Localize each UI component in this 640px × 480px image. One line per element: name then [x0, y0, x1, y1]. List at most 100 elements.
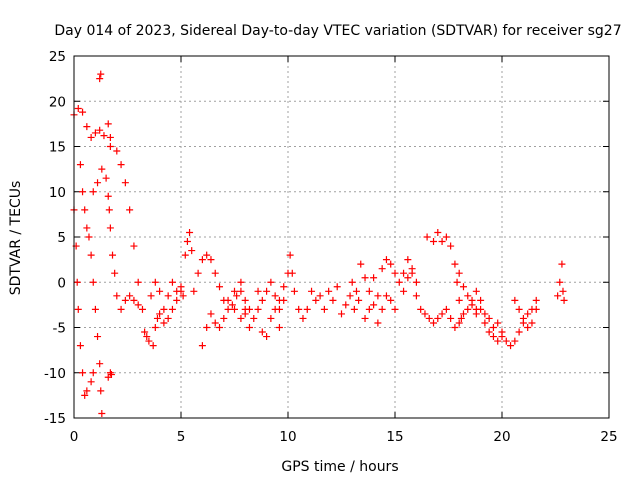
data-point-sat-i	[164, 292, 172, 300]
data-point-sat-e	[121, 296, 129, 304]
data-point-sat-m	[254, 305, 262, 313]
data-point-sat-o	[288, 269, 296, 277]
x-tick-label: 10	[279, 429, 296, 445]
data-point-sat-u	[455, 269, 463, 277]
data-point-sat-a	[106, 133, 114, 141]
data-point-sat-w	[524, 324, 532, 331]
data-point-sat-t	[423, 233, 431, 241]
data-point-sat-a	[83, 123, 91, 131]
data-point-sat-v	[489, 324, 497, 331]
y-axis-label: SDTVAR / TECUs	[8, 181, 24, 296]
data-point-sat-n	[275, 305, 283, 313]
data-point-sat-f	[126, 206, 134, 214]
data-point-sat-m	[237, 278, 245, 286]
data-point-sat-r	[391, 305, 399, 313]
data-point-sat-f	[141, 328, 149, 336]
data-point-sat-u	[464, 292, 472, 300]
data-point-sat-c	[85, 233, 93, 241]
data-point-sat-v	[511, 337, 519, 345]
data-point-sat-p	[329, 296, 337, 304]
data-point-sat-v	[472, 287, 480, 295]
data-point-sat-i	[156, 287, 164, 295]
data-point-sat-v	[477, 296, 485, 304]
data-point-sat-p	[333, 283, 341, 291]
data-point-sat-p	[342, 301, 350, 309]
data-point-sat-t	[442, 233, 450, 241]
y-tick-label: -5	[53, 321, 66, 337]
data-point-sat-n	[254, 287, 262, 295]
data-point-sat-p	[355, 296, 363, 304]
data-point-sat-l	[220, 314, 228, 322]
data-point-sat-j	[186, 228, 194, 236]
data-point-sat-k	[203, 251, 211, 259]
x-tick-label: 15	[386, 429, 403, 445]
data-point-sat-k	[233, 292, 241, 300]
data-point-sat-s	[447, 314, 455, 322]
data-point-sat-s	[425, 314, 433, 322]
data-point-sat-l	[203, 324, 211, 331]
data-point-sat-q	[361, 274, 369, 282]
data-point-sat-f	[121, 179, 129, 187]
ticks: 0 5 10 15 20 25 -15 -10 -5 0 5 10 15 20 25	[44, 49, 618, 445]
data-point-sat-s	[459, 310, 467, 318]
data-point-sat-f	[130, 242, 138, 250]
data-point-sat-v	[498, 333, 506, 341]
data-point-sat-m	[267, 314, 275, 322]
data-point-sat-u	[489, 333, 497, 341]
data-point-sat-n	[267, 278, 275, 286]
data-point-sat-q	[370, 274, 378, 282]
data-point-sat-f	[113, 147, 121, 155]
data-point-sat-x	[560, 296, 568, 304]
y-tick-label: 15	[49, 140, 66, 156]
data-point-sat-c	[79, 188, 87, 196]
data-point-sat-b	[79, 369, 87, 377]
data-point-sat-p	[316, 292, 324, 300]
data-point-sat-e	[117, 305, 125, 313]
data-point-sat-v	[507, 342, 515, 350]
data-point-sat-o	[312, 296, 320, 304]
data-point-sat-t	[451, 260, 459, 268]
data-point-sat-e	[105, 206, 113, 214]
data-point-sat-l	[211, 319, 219, 327]
data-point-sat-k	[194, 269, 202, 277]
data-point-sat-m	[245, 324, 253, 331]
data-point-sat-u	[472, 310, 480, 318]
data-point-sat-p	[350, 305, 358, 313]
data-point-sat-q	[391, 269, 399, 277]
data-point-sat-o	[286, 251, 294, 259]
x-tick-label: 0	[70, 429, 79, 445]
data-point-sat-w	[532, 305, 540, 313]
data-point-sat-k	[237, 287, 245, 295]
data-point-sat-r	[374, 319, 382, 327]
data-point-sat-k	[198, 256, 206, 264]
x-tick-label: 20	[493, 429, 510, 445]
data-point-sat-c	[97, 387, 105, 395]
data-point-sat-w	[515, 305, 523, 313]
data-point-sat-c	[98, 409, 106, 417]
data-point-sat-q	[412, 278, 420, 286]
data-point-sat-q	[387, 260, 395, 268]
data-point-sat-a	[100, 132, 108, 140]
data-point-sat-i	[168, 278, 176, 286]
data-point-sat-m	[231, 287, 238, 295]
data-point-sat-w	[519, 314, 527, 322]
data-point-sat-e	[126, 292, 134, 300]
data-point-sat-o	[303, 305, 311, 313]
data-point-sat-e	[98, 165, 106, 173]
x-tick-label: 5	[177, 429, 186, 445]
data-point-sat-c	[89, 278, 97, 286]
data-point-sat-p	[346, 292, 354, 300]
data-point-sat-u	[468, 301, 476, 309]
data-point-sat-q	[352, 287, 360, 295]
data-point-sat-v	[515, 328, 523, 336]
data-point-sat-e	[111, 269, 119, 277]
data-point-sat-i	[151, 278, 159, 286]
y-tick-label: 25	[49, 49, 66, 65]
data-point-sat-q	[382, 256, 390, 264]
data-point-sat-h	[164, 314, 172, 322]
data-point-sat-h	[145, 337, 153, 345]
data-point-sat-c	[91, 305, 99, 313]
data-point-sat-a	[87, 133, 95, 141]
data-point-sat-e	[134, 301, 142, 309]
data-point-sat-k	[190, 287, 198, 295]
